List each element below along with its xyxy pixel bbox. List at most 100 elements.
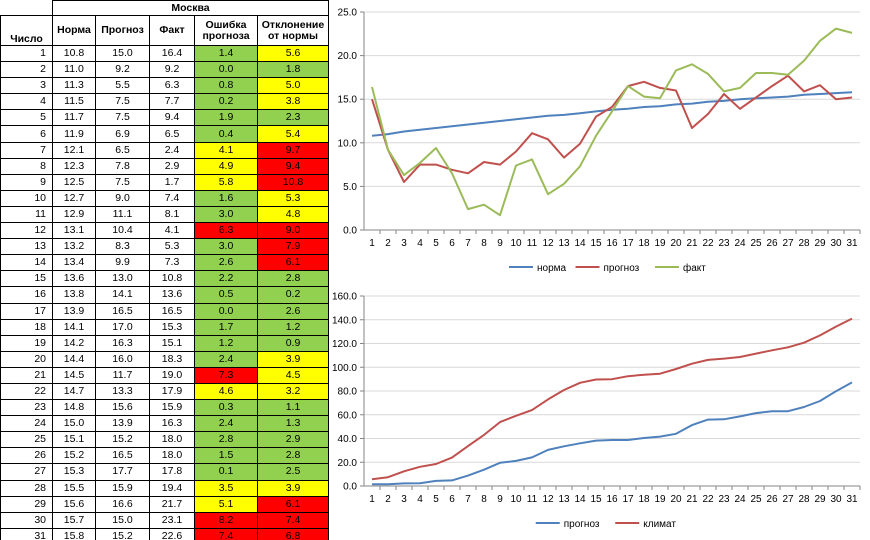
fakt-cell: 18.3 xyxy=(149,350,195,368)
deviation-cell: 2.9 xyxy=(257,431,329,449)
norma-cell: 12.3 xyxy=(52,157,96,175)
error-cell: 1.5 xyxy=(194,447,258,465)
y-tick-label: 120.0 xyxy=(332,339,357,350)
table-row: 12 13.1 10.4 4.1 6.3 9.0 xyxy=(0,222,329,240)
data-table: Москва Число Норма Прогноз Факт Ошибка п… xyxy=(0,0,329,540)
day-cell: 27 xyxy=(0,463,53,481)
prognoz-cell: 11.7 xyxy=(95,366,150,384)
x-tick-label: 20 xyxy=(670,494,682,505)
deviation-cell: 2.5 xyxy=(257,463,329,481)
fakt-cell: 15.1 xyxy=(149,334,195,352)
y-tick-label: 10.0 xyxy=(338,138,358,149)
x-tick-label: 23 xyxy=(718,494,730,505)
x-tick-label: 13 xyxy=(558,494,570,505)
fakt-cell: 8.1 xyxy=(149,205,195,224)
x-tick-label: 27 xyxy=(782,238,794,249)
norma-cell: 12.9 xyxy=(52,205,96,224)
table-row: 10 12.7 9.0 7.4 1.6 5.3 xyxy=(0,189,329,207)
x-tick-label: 11 xyxy=(527,238,538,249)
prognoz-cell: 16.5 xyxy=(95,447,150,465)
prognoz-cell: 10.4 xyxy=(95,222,150,240)
day-cell: 1 xyxy=(0,44,53,63)
error-cell: 5.1 xyxy=(194,495,258,513)
x-tick-label: 24 xyxy=(734,238,746,249)
norma-cell: 13.9 xyxy=(52,302,96,320)
prognoz-cell: 9.0 xyxy=(95,189,150,207)
col-header-deviation: Отклонение от нормы xyxy=(257,15,329,46)
day-cell: 7 xyxy=(0,141,53,159)
deviation-cell: 9.7 xyxy=(257,141,329,159)
x-tick-label: 7 xyxy=(465,238,471,249)
norma-cell: 14.2 xyxy=(52,334,96,352)
deviation-cell: 6.8 xyxy=(257,527,329,540)
table-row: 25 15.1 15.2 18.0 2.8 2.9 xyxy=(0,431,329,449)
y-tick-label: 5.0 xyxy=(343,182,357,193)
x-tick-label: 12 xyxy=(542,494,554,505)
deviation-cell: 6.1 xyxy=(257,495,329,513)
error-cell: 0.0 xyxy=(194,61,258,79)
legend-label: климат xyxy=(643,519,676,530)
norma-cell: 15.5 xyxy=(52,479,96,497)
table-row: 30 15.7 15.0 23.1 8.2 7.4 xyxy=(0,511,329,529)
x-tick-label: 3 xyxy=(401,238,407,249)
error-cell: 0.8 xyxy=(194,77,258,95)
fakt-cell: 9.4 xyxy=(149,109,195,127)
deviation-cell: 7.4 xyxy=(257,511,329,529)
prognoz-cell: 13.9 xyxy=(95,415,150,433)
prognoz-cell: 15.9 xyxy=(95,479,150,497)
fakt-cell: 22.6 xyxy=(149,527,195,540)
table-row: 5 11.7 7.5 9.4 1.9 2.3 xyxy=(0,109,329,127)
norma-cell: 14.5 xyxy=(52,366,96,384)
prognoz-cell: 9.2 xyxy=(95,61,150,79)
deviation-cell: 3.9 xyxy=(257,479,329,497)
prognoz-cell: 6.5 xyxy=(95,141,150,159)
error-cell: 2.4 xyxy=(194,415,258,433)
fakt-cell: 6.3 xyxy=(149,77,195,95)
table-row: 31 15.8 15.2 22.6 7.4 6.8 xyxy=(0,527,329,540)
deviation-cell: 4.5 xyxy=(257,366,329,384)
x-tick-label: 31 xyxy=(846,238,858,249)
charts-area: 0.0 5.0 10.0 15.0 20.0 25.0 1 2 3 4 5 6 7 8 9 10 11 12 13 1… xyxy=(332,0,870,540)
y-tick-label: 160.0 xyxy=(332,292,357,303)
x-tick-label: 21 xyxy=(686,238,698,249)
y-tick-label: 15.0 xyxy=(338,95,358,106)
table-row: 26 15.2 16.5 18.0 1.5 2.8 xyxy=(0,447,329,465)
x-tick-label: 31 xyxy=(846,494,858,505)
x-tick-label: 8 xyxy=(481,238,487,249)
table-row: 3 11.3 5.5 6.3 0.8 5.0 xyxy=(0,77,329,95)
city-header: Москва xyxy=(52,0,329,16)
legend-label: прогноз xyxy=(564,519,600,530)
prognoz-cell: 13.3 xyxy=(95,382,150,401)
x-tick-label: 14 xyxy=(574,238,586,249)
table-row: 7 12.1 6.5 2.4 4.1 9.7 xyxy=(0,141,329,159)
x-tick-label: 3 xyxy=(401,494,407,505)
x-tick-label: 17 xyxy=(622,238,634,249)
error-cell: 0.4 xyxy=(194,125,258,143)
x-tick-label: 10 xyxy=(510,494,522,505)
y-tick-label: 100.0 xyxy=(332,363,357,374)
x-tick-label: 23 xyxy=(718,238,730,249)
col-header-day: Число xyxy=(0,15,53,46)
error-cell: 2.4 xyxy=(194,350,258,368)
deviation-cell: 1.8 xyxy=(257,61,329,79)
error-cell: 4.6 xyxy=(194,382,258,401)
prognoz-cell: 7.5 xyxy=(95,109,150,127)
fakt-cell: 10.8 xyxy=(149,270,195,288)
deviation-cell: 9.4 xyxy=(257,157,329,175)
x-tick-label: 10 xyxy=(510,238,522,249)
day-cell: 26 xyxy=(0,447,53,465)
deviation-cell: 5.6 xyxy=(257,44,329,63)
day-cell: 25 xyxy=(0,431,53,449)
deviation-cell: 9.0 xyxy=(257,222,329,240)
day-cell: 3 xyxy=(0,77,53,95)
norma-cell: 13.8 xyxy=(52,286,96,304)
prognoz-cell: 13.0 xyxy=(95,270,150,288)
x-tick-label: 26 xyxy=(766,238,778,249)
error-cell: 2.8 xyxy=(194,431,258,449)
error-cell: 3.0 xyxy=(194,238,258,256)
fakt-cell: 7.7 xyxy=(149,93,195,111)
series-line-1 xyxy=(371,74,853,183)
table-row: 8 12.3 7.8 2.9 4.9 9.4 xyxy=(0,157,329,175)
series-line-2 xyxy=(371,27,853,217)
table-row: 21 14.5 11.7 19.0 7.3 4.5 xyxy=(0,366,329,384)
